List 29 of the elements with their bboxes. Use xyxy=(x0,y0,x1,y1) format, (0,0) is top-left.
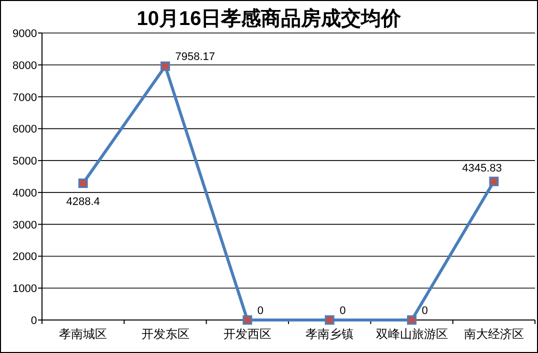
y-tick-label: 0 xyxy=(30,315,37,327)
text: 0 xyxy=(340,305,346,317)
y-tick-label: 1000 xyxy=(12,283,37,296)
text: 0 xyxy=(257,305,264,317)
text: 4288.4 xyxy=(66,196,100,208)
point xyxy=(324,315,334,325)
x-tick-label: 南大经济区 xyxy=(464,327,524,341)
point xyxy=(78,178,88,188)
y-tick-label: 6000 xyxy=(12,124,37,136)
x-tick-label: 孝南城区 xyxy=(59,327,108,341)
point xyxy=(489,176,499,186)
y-tick-label: 3000 xyxy=(12,219,37,232)
point xyxy=(160,61,170,71)
chart-title: 10月16日孝感商品房成交均价 xyxy=(136,7,402,30)
y-tick-label: 9000 xyxy=(12,28,37,40)
point xyxy=(407,315,416,325)
text: 7958.17 xyxy=(175,51,216,64)
y-tick-label: 2000 xyxy=(12,251,37,264)
x-tick-label: 开发东区 xyxy=(141,327,190,341)
y-tick-label: 5000 xyxy=(12,156,37,168)
text: 0 xyxy=(422,305,428,317)
point xyxy=(242,315,252,325)
y-tick-label: 4000 xyxy=(12,187,37,200)
y-tick-label: 7000 xyxy=(12,92,37,104)
x-tick-label: 孝南乡镇 xyxy=(306,327,354,341)
x-tick-label: 双峰山旅游区 xyxy=(376,327,448,341)
y-tick-label: 8000 xyxy=(12,60,37,72)
x-tick-label: 开发西区 xyxy=(223,327,272,341)
text: 4345.83 xyxy=(462,162,502,174)
